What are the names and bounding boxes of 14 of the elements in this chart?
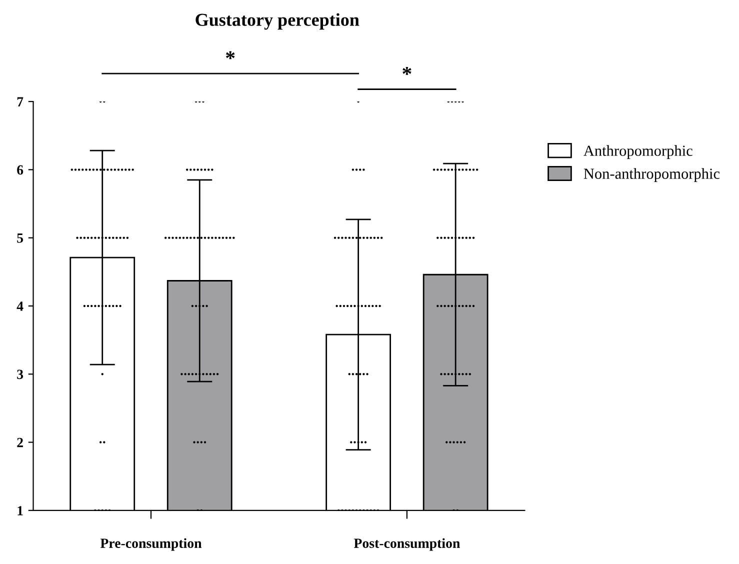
y-tick-label: 6	[17, 165, 24, 175]
legend-label: Non-anthropomorphic	[584, 168, 720, 182]
y-tick-label: 2	[17, 438, 23, 448]
text: *	[226, 51, 235, 60]
chart-title: Gustatory perception	[196, 13, 360, 30]
x-tick-label: Post-consumption	[354, 538, 460, 551]
legend-label: Anthropomorphic	[584, 145, 692, 160]
y-tick-label: 1	[18, 506, 23, 516]
text: *	[402, 66, 412, 75]
x-tick-label: Pre-consumption	[100, 538, 202, 551]
y-tick-label: 7	[17, 97, 24, 106]
y-tick-label: 3	[17, 370, 24, 380]
y-tick-label: 5	[17, 234, 24, 243]
y-tick-label: 4	[16, 302, 24, 311]
